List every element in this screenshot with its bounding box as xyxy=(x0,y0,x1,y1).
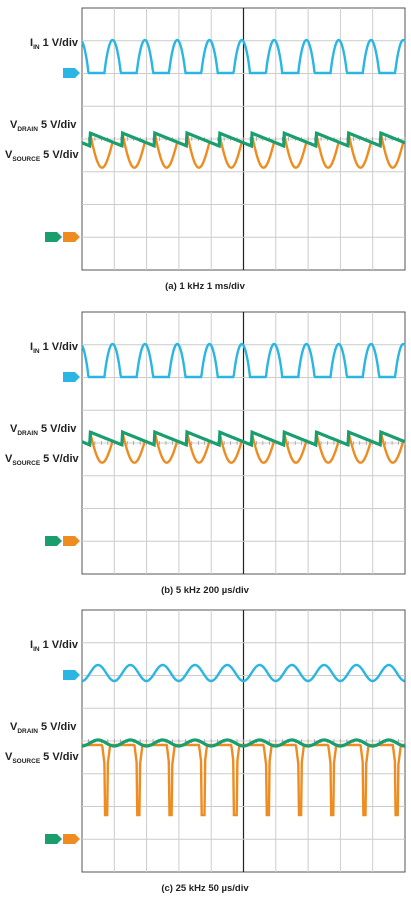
channel-marker xyxy=(63,834,80,844)
label-symbol: V xyxy=(10,423,18,435)
label-scale: 1 V/div xyxy=(43,341,79,353)
caption: (b) 5 kHz 200 µs/div xyxy=(161,585,250,596)
trace-label: IIN 1 V/div xyxy=(30,37,79,51)
label-symbol: V xyxy=(5,751,13,763)
label-subscript: SOURCE xyxy=(12,460,40,467)
drain-trace xyxy=(81,429,406,448)
channel-marker xyxy=(45,536,62,546)
label-subscript: IN xyxy=(33,646,40,653)
caption: (c) 25 kHz 50 µs/div xyxy=(161,883,249,894)
channel-marker xyxy=(45,834,62,844)
label-subscript: SOURCE xyxy=(12,156,40,163)
channel-marker xyxy=(63,232,80,242)
trace-label: VDRAIN 5 V/div xyxy=(10,423,77,437)
label-scale: 5 V/div xyxy=(41,119,77,131)
label-symbol: V xyxy=(5,453,13,465)
channel-marker xyxy=(63,372,80,382)
label-symbol: I xyxy=(30,37,33,49)
trace-label: VDRAIN 5 V/div xyxy=(10,721,77,735)
channel-marker xyxy=(63,536,80,546)
trace-label: VDRAIN 5 V/div xyxy=(10,119,77,133)
channel-marker xyxy=(45,232,62,242)
label-subscript: IN xyxy=(33,44,40,51)
label-symbol: V xyxy=(10,119,18,131)
label-scale: 1 V/div xyxy=(43,37,79,49)
input-trace xyxy=(81,663,405,683)
label-scale: 5 V/div xyxy=(41,423,77,435)
label-scale: 1 V/div xyxy=(43,639,79,651)
label-symbol: V xyxy=(10,721,18,733)
label-subscript: SOURCE xyxy=(12,758,40,765)
drain-trace xyxy=(82,738,405,748)
label-symbol: V xyxy=(5,149,13,161)
label-subscript: IN xyxy=(33,348,40,355)
trace-label: IIN 1 V/div xyxy=(30,639,79,653)
label-symbol: I xyxy=(30,341,33,353)
label-subscript: DRAIN xyxy=(17,728,38,735)
trace-label: VSOURCE 5 V/div xyxy=(5,751,79,765)
input-trace xyxy=(80,342,406,379)
label-subscript: DRAIN xyxy=(17,126,38,133)
label-scale: 5 V/div xyxy=(41,721,77,733)
drain-trace xyxy=(81,130,406,149)
caption: (a) 1 kHz 1 ms/div xyxy=(165,281,245,292)
channel-marker xyxy=(63,670,80,680)
channel-marker xyxy=(63,68,80,78)
trace-label: VSOURCE 5 V/div xyxy=(5,149,79,163)
label-scale: 5 V/div xyxy=(43,453,79,465)
label-symbol: I xyxy=(30,639,33,651)
label-scale: 5 V/div xyxy=(43,149,79,161)
label-scale: 5 V/div xyxy=(43,751,79,763)
trace-label: IIN 1 V/div xyxy=(30,341,79,355)
label-subscript: DRAIN xyxy=(17,430,38,437)
trace-label: VSOURCE 5 V/div xyxy=(5,453,79,467)
input-trace xyxy=(80,38,406,75)
